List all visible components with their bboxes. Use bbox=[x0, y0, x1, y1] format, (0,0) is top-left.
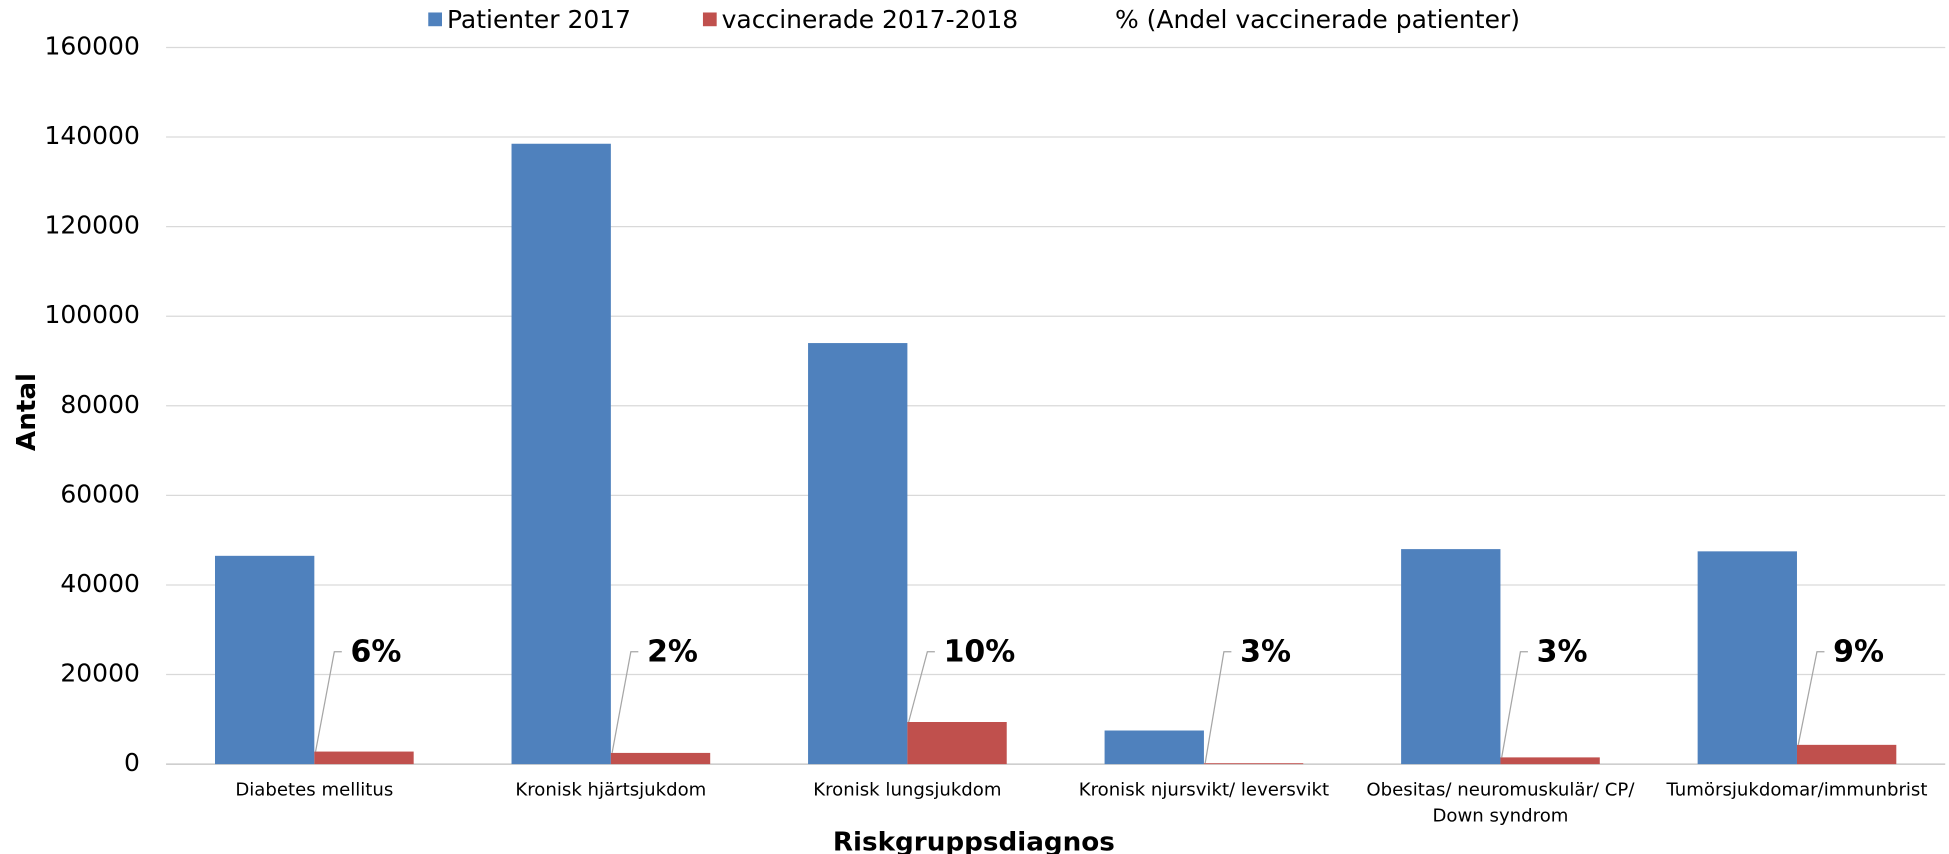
bar bbox=[1796, 744, 1897, 765]
data-label: 3% bbox=[1537, 634, 1588, 669]
y-tick-label: 20000 bbox=[60, 659, 139, 688]
leader-line bbox=[908, 651, 935, 723]
x-tick-label: Diabetes mellitus bbox=[235, 780, 394, 801]
legend-label: Patienter 2017 bbox=[447, 5, 631, 34]
bar bbox=[907, 722, 1007, 765]
bar bbox=[610, 752, 711, 765]
leader-line bbox=[314, 651, 342, 752]
y-axis-title: Antal bbox=[12, 373, 42, 451]
legend-label: % (Andel vaccinerade patienter) bbox=[1115, 5, 1520, 34]
x-tick-label: Kronisk hjärtsjukdom bbox=[515, 780, 707, 801]
bar bbox=[1203, 763, 1304, 765]
data-label: 10% bbox=[944, 634, 1016, 669]
bar bbox=[214, 555, 315, 765]
leader-line bbox=[1204, 651, 1232, 764]
data-label: 3% bbox=[1240, 634, 1291, 669]
x-tick-label-box: Tumörsjukdomar/immunbrist bbox=[1666, 780, 1928, 801]
bar bbox=[1401, 549, 1501, 765]
legend-label: vaccinerade 2017-2018 bbox=[722, 5, 1018, 34]
y-tick-label: 120000 bbox=[45, 211, 140, 240]
x-tick-label-box: Obesitas/ neuromuskulär/ CP/ Down syndro… bbox=[1366, 780, 1635, 827]
x-tick-label: Obesitas/ neuromuskulär/ CP/ Down syndro… bbox=[1366, 780, 1635, 827]
bar bbox=[1104, 730, 1204, 765]
y-tick-label: 140000 bbox=[45, 121, 140, 150]
bar bbox=[1697, 551, 1797, 765]
x-axis-title: Riskgruppsdiagnos bbox=[833, 827, 1115, 854]
leader-line bbox=[1797, 651, 1825, 745]
y-tick-label: 160000 bbox=[45, 31, 140, 60]
x-tick-label-box: Kronisk lungsjukdom bbox=[813, 780, 1002, 801]
data-label: 2% bbox=[647, 634, 698, 669]
x-tick-label: Kronisk njursvikt/ leversvikt bbox=[1078, 780, 1330, 801]
bar bbox=[314, 751, 414, 765]
data-label: 9% bbox=[1833, 634, 1884, 669]
x-tick-label: Tumörsjukdomar/immunbrist bbox=[1666, 780, 1928, 801]
legend-swatch bbox=[702, 12, 717, 27]
bar bbox=[511, 143, 611, 765]
bar bbox=[1500, 757, 1600, 765]
bar bbox=[808, 343, 908, 765]
leader-line bbox=[1501, 651, 1528, 758]
y-tick-label: 40000 bbox=[60, 569, 139, 598]
y-tick-label: 0 bbox=[124, 748, 140, 777]
x-tick-label-box: Kronisk njursvikt/ leversvikt bbox=[1078, 780, 1330, 801]
legend-swatch bbox=[428, 12, 442, 27]
x-tick-label-box: Kronisk hjärtsjukdom bbox=[515, 780, 707, 801]
x-tick-label: Kronisk lungsjukdom bbox=[813, 780, 1002, 801]
leader-line bbox=[611, 651, 639, 754]
y-tick-label: 100000 bbox=[45, 300, 140, 329]
y-tick-label: 60000 bbox=[60, 479, 139, 508]
y-tick-label: 80000 bbox=[60, 390, 139, 419]
x-tick-label-box: Diabetes mellitus bbox=[235, 780, 394, 801]
data-label: 6% bbox=[351, 634, 402, 669]
